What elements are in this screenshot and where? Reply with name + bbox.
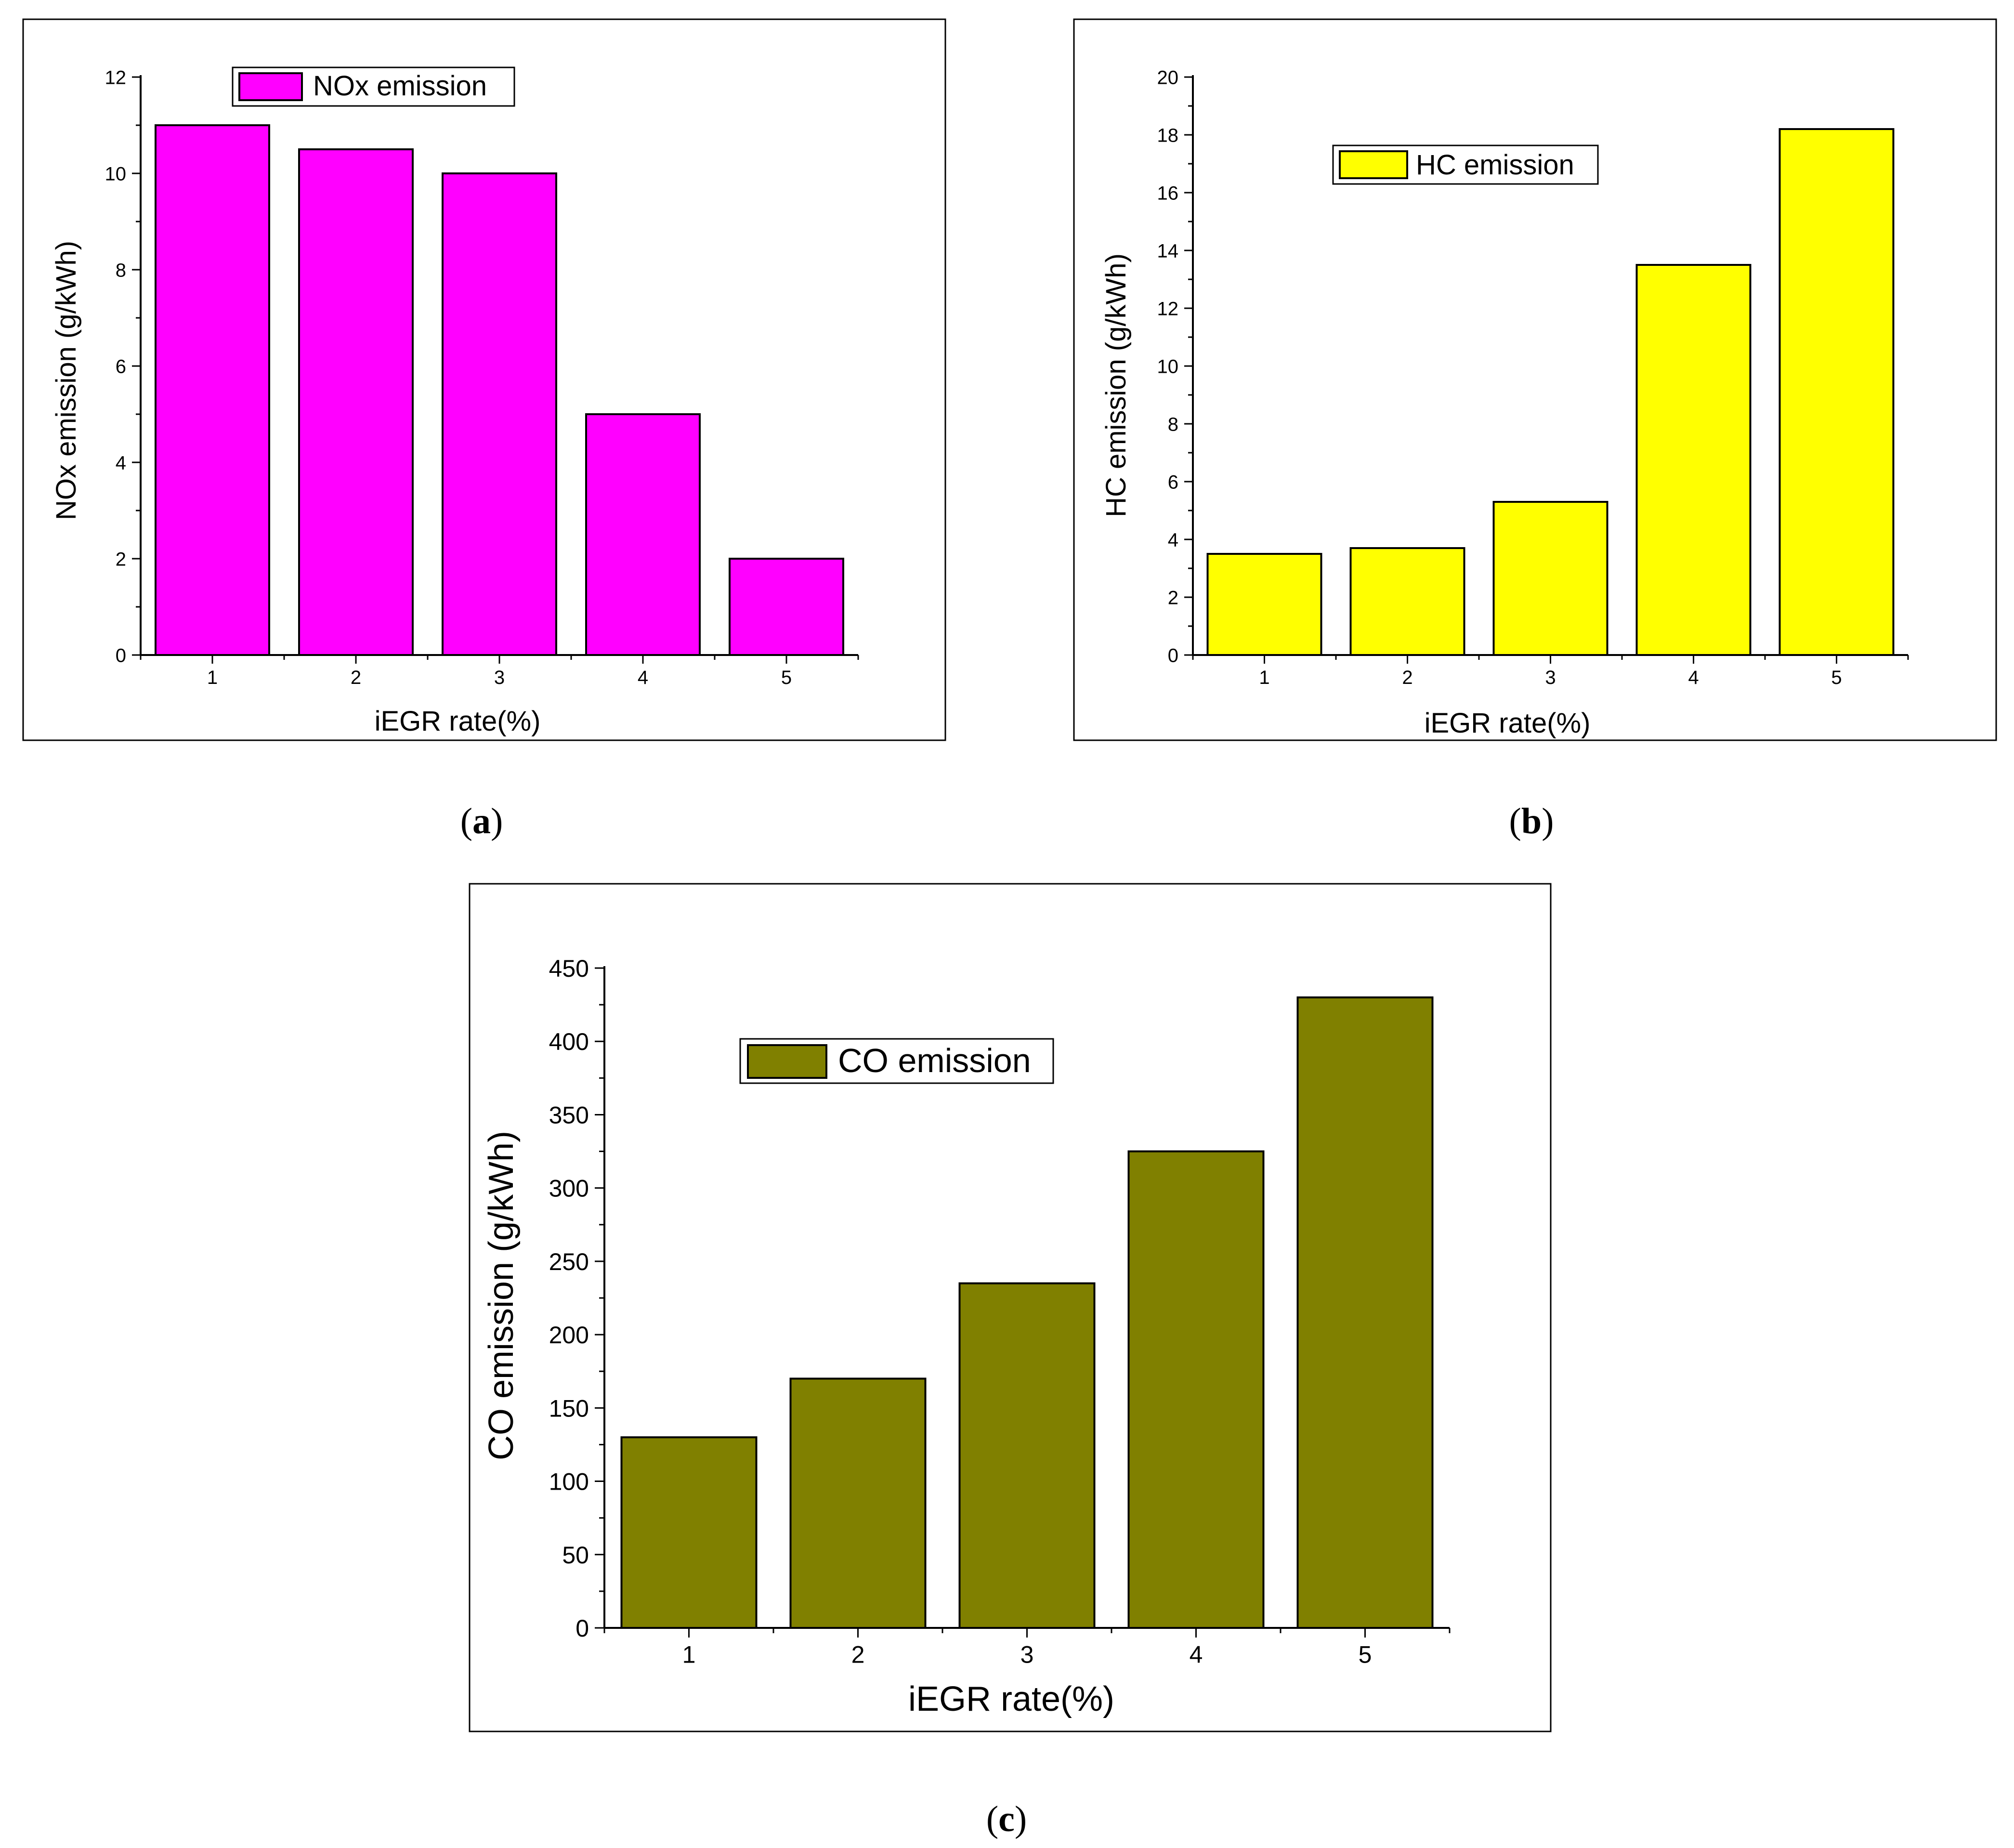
y-tick-label: 450 xyxy=(549,955,589,982)
caption-c: (c) xyxy=(986,1799,1027,1839)
y-axis-title: NOx emission (g/kWh) xyxy=(51,241,82,520)
bar-4 xyxy=(585,413,701,656)
x-tick-label: 5 xyxy=(781,667,792,688)
caption-a: (a) xyxy=(460,801,503,841)
y-tick-label: 150 xyxy=(549,1395,589,1422)
x-tick-label: 3 xyxy=(1545,667,1556,688)
caption-open: ( xyxy=(460,801,472,841)
x-tick-label: 1 xyxy=(682,1641,696,1668)
y-tick-label: 12 xyxy=(1157,298,1179,319)
y-tick-label: 0 xyxy=(1168,645,1178,666)
y-tick-label: 6 xyxy=(116,356,126,377)
caption-open: ( xyxy=(1509,801,1521,841)
y-tick-label: 4 xyxy=(116,452,126,473)
y-tick-label: 6 xyxy=(1168,472,1178,493)
bar-4 xyxy=(1635,264,1752,656)
bar-group xyxy=(155,124,844,656)
axes: 0 50 100 150 200 250 300 350 400 450 1 2 3 4 5 xyxy=(549,955,1451,1668)
y-tick-label: 20 xyxy=(1157,67,1179,88)
x-tick-label: 2 xyxy=(1402,667,1412,688)
y-tick-label: 16 xyxy=(1157,183,1179,204)
y-tick-label: 2 xyxy=(116,549,126,570)
x-axis-title: iEGR rate(%) xyxy=(1425,708,1591,739)
y-tick-label: 12 xyxy=(105,67,127,88)
y-tick-label: 250 xyxy=(549,1248,589,1275)
y-tick-label: 10 xyxy=(1157,356,1179,377)
y-axis-title: CO emission (g/kWh) xyxy=(482,1131,521,1460)
caption-b: (b) xyxy=(1509,801,1554,841)
bar-2 xyxy=(298,148,414,656)
legend-swatch xyxy=(238,72,303,101)
bar-2 xyxy=(1349,547,1465,656)
y-axis-title: HC emission (g/kWh) xyxy=(1100,253,1132,517)
bar-3 xyxy=(958,1282,1096,1629)
y-tick-label: 8 xyxy=(116,260,126,281)
x-axis-title: iEGR rate(%) xyxy=(908,1680,1114,1718)
y-tick-label: 14 xyxy=(1157,240,1179,262)
caption-letter: a xyxy=(472,801,491,841)
bar-5 xyxy=(1779,128,1895,656)
bar-3 xyxy=(1492,501,1609,656)
x-tick-label: 1 xyxy=(1259,667,1269,688)
legend: CO emission xyxy=(739,1038,1054,1084)
y-tick-label: 0 xyxy=(575,1615,589,1642)
y-tick-label: 18 xyxy=(1157,125,1179,146)
legend-label: NOx emission xyxy=(313,70,487,102)
bar-1 xyxy=(1206,553,1322,656)
caption-close: ) xyxy=(1542,801,1554,841)
legend-swatch xyxy=(747,1044,827,1079)
bar-5 xyxy=(1296,996,1434,1629)
caption-letter: c xyxy=(998,1799,1015,1839)
y-tick-label: 200 xyxy=(549,1322,589,1349)
y-tick-label: 350 xyxy=(549,1101,589,1128)
bar-2 xyxy=(789,1377,927,1629)
legend: NOx emission xyxy=(232,66,515,107)
x-tick-label: 3 xyxy=(494,667,505,688)
legend-swatch xyxy=(1339,150,1408,179)
legend: HC emission xyxy=(1332,144,1599,185)
y-tick-label: 50 xyxy=(562,1542,589,1569)
caption-letter: b xyxy=(1521,801,1542,841)
y-tick-label: 2 xyxy=(1168,587,1178,608)
bar-3 xyxy=(442,172,557,656)
y-tick-label: 300 xyxy=(549,1175,589,1202)
bar-group xyxy=(620,996,1434,1629)
y-tick-label: 400 xyxy=(549,1028,589,1055)
bar-4 xyxy=(1127,1150,1265,1629)
bar-1 xyxy=(155,124,270,656)
x-axis-title: iEGR rate(%) xyxy=(375,706,541,737)
bar-5 xyxy=(729,558,844,656)
bar-1 xyxy=(620,1436,758,1629)
x-tick-label: 4 xyxy=(1688,667,1699,688)
x-tick-label: 2 xyxy=(351,667,361,688)
y-tick-label: 4 xyxy=(1168,529,1178,550)
y-tick-label: 10 xyxy=(105,163,127,184)
bar-group xyxy=(1206,128,1895,656)
x-tick-label: 5 xyxy=(1831,667,1842,688)
x-tick-label: 2 xyxy=(851,1641,865,1668)
y-tick-label: 8 xyxy=(1168,414,1178,435)
caption-close: ) xyxy=(1015,1799,1027,1839)
chart-panel-co: 0 50 100 150 200 250 300 350 400 450 1 2 3 4 5 CO emis… xyxy=(469,883,1552,1732)
y-tick-label: 0 xyxy=(116,645,126,666)
x-tick-label: 5 xyxy=(1359,1641,1372,1668)
legend-label: HC emission xyxy=(1416,149,1574,181)
x-tick-label: 4 xyxy=(638,667,648,688)
legend-label: CO emission xyxy=(838,1042,1031,1079)
y-tick-label: 100 xyxy=(549,1468,589,1495)
x-tick-label: 1 xyxy=(207,667,218,688)
caption-open: ( xyxy=(986,1799,998,1839)
x-tick-label: 3 xyxy=(1020,1641,1034,1668)
caption-close: ) xyxy=(491,801,503,841)
x-tick-label: 4 xyxy=(1190,1641,1203,1668)
